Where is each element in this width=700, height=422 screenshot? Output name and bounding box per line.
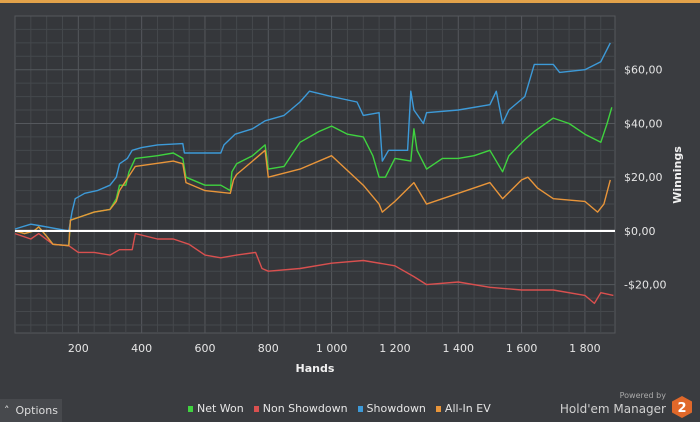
- legend-label: All-In EV: [444, 402, 491, 415]
- legend-swatch: [435, 405, 441, 412]
- legend-item[interactable]: Net Won: [188, 402, 244, 415]
- legend-swatch: [357, 405, 363, 412]
- legend-label: Net Won: [197, 402, 244, 415]
- svg-text:2: 2: [677, 401, 686, 416]
- y-tick-label: $20,00: [624, 171, 663, 184]
- x-tick-label: 800: [258, 342, 279, 355]
- legend-swatch: [253, 405, 259, 412]
- x-tick-label: 1 200: [379, 342, 411, 355]
- legend-item[interactable]: Showdown: [357, 402, 426, 415]
- plot-area: [14, 15, 616, 334]
- legend-swatch: [188, 405, 193, 412]
- x-tick-label: 1 600: [506, 342, 538, 355]
- y-tick-label: $40,00: [624, 117, 663, 130]
- x-tick-label: 1 000: [316, 342, 348, 355]
- hm2-badge-icon: 2: [672, 396, 692, 418]
- x-axis-label: Hands: [296, 362, 335, 375]
- powered-by-text: Powered by: [619, 391, 666, 400]
- options-label: Options: [15, 404, 58, 417]
- legend-label: Non Showdown: [262, 402, 348, 415]
- x-tick-label: 400: [131, 342, 152, 355]
- legend-item[interactable]: All-In EV: [435, 402, 491, 415]
- legend-item[interactable]: Non Showdown: [253, 402, 348, 415]
- series-line-non-showdown: [14, 232, 614, 305]
- y-tick-label: -$20,00: [624, 279, 666, 292]
- legend: Net Won Non Showdown Showdown All-In EV: [188, 402, 491, 415]
- x-tick-label: 600: [194, 342, 215, 355]
- chevron-up-icon: ˄: [4, 404, 10, 417]
- series-line-all-in-ev: [14, 149, 611, 247]
- x-tick-label: 200: [68, 342, 89, 355]
- legend-label: Showdown: [366, 402, 426, 415]
- top-accent-bar: [0, 0, 700, 3]
- y-tick-label: $60,00: [624, 64, 663, 77]
- y-tick-label: $0,00: [624, 225, 656, 238]
- brand-name: Hold'em Manager: [559, 402, 666, 416]
- x-tick-label: 1 800: [569, 342, 601, 355]
- series-line-showdown: [14, 42, 611, 232]
- brand-logo: Powered by Hold'em Manager 2: [559, 391, 692, 421]
- y-axis-label: Winnings: [671, 146, 684, 204]
- x-tick-label: 1 400: [443, 342, 475, 355]
- options-button[interactable]: ˄ Options: [0, 399, 62, 422]
